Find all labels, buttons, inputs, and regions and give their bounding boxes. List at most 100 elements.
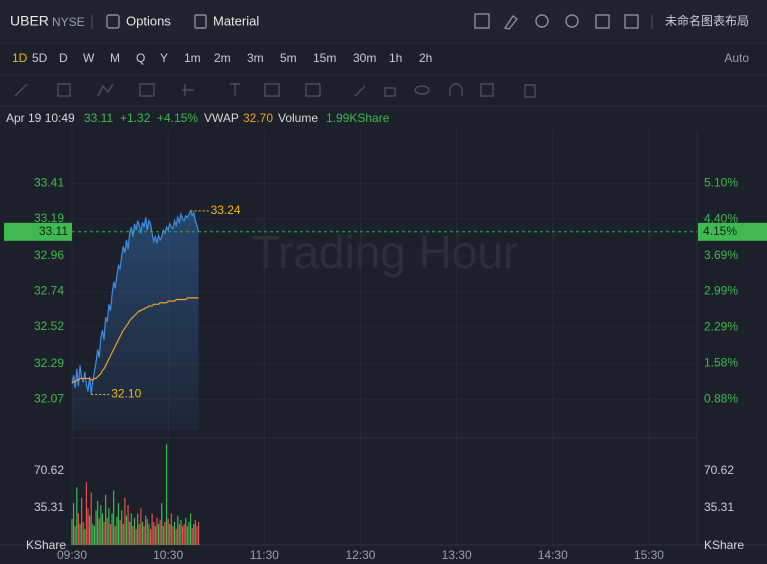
volume-bar [111,513,113,545]
period-button[interactable]: Q [136,51,145,65]
volume-bar [117,503,120,545]
tool[interactable] [97,83,114,97]
tool[interactable] [139,83,155,97]
icon[interactable] [474,13,490,29]
x-tick-label: 12:30 [345,548,375,562]
volume-bar [172,526,174,545]
volume-bar [178,524,180,545]
high-label: 33.24 [211,203,241,217]
y-tick-label: 32.07 [34,392,64,406]
period-button[interactable]: 2m [214,51,231,65]
icon[interactable] [624,14,639,29]
period-button[interactable]: W [83,51,95,65]
volume-bar [138,524,140,545]
volume-bar [189,513,192,545]
layout-name[interactable]: 未命名图表布局 [665,13,749,28]
volume-bar [121,510,123,545]
options-button[interactable]: Options [126,13,171,28]
volume-bar [119,519,121,545]
period-button[interactable]: M [110,51,120,65]
icon[interactable] [595,14,610,29]
last-price-label: 33.11 [39,224,68,238]
period-button[interactable]: Y [160,51,168,65]
volume-tick-label: 35.31 [704,500,734,514]
info-change: +1.32 [120,111,151,125]
volume-bar [130,513,132,545]
header-icons[interactable] [474,13,639,30]
period-button[interactable]: 15m [313,51,336,65]
tool[interactable] [264,83,280,97]
info-price: 33.11 [84,111,113,125]
volume-bar [93,526,96,545]
period-button[interactable]: 1h [389,51,402,65]
volume-bar [181,526,184,545]
volume-bar [82,521,84,545]
tool[interactable] [354,85,366,97]
volume-bar [169,524,171,545]
volume-bar [194,519,196,545]
volume-bar [98,518,100,545]
tool[interactable] [305,83,321,97]
volume-bar [156,517,158,545]
watermark: Trading Hour [252,226,519,278]
volume-bar [103,521,105,545]
volume-bar [114,526,116,545]
volume-bar [140,508,142,545]
volume-bar [143,526,145,545]
tool[interactable] [414,85,430,95]
volume-bar [116,516,118,545]
icon[interactable] [565,14,579,28]
period-button[interactable]: D [59,51,68,65]
volume-bar [167,518,169,545]
tool[interactable] [57,83,71,97]
period-button[interactable]: 1D [12,51,28,65]
volume-bar [146,518,148,545]
symbol[interactable]: UBER [10,13,49,29]
icon[interactable] [535,14,549,28]
volume-bar [90,492,92,545]
period-button[interactable]: 30m [353,51,376,65]
period-button[interactable]: 5D [32,51,48,65]
y-tick-label: 32.96 [34,248,64,262]
period-button[interactable]: 2h [419,51,432,65]
volume-bar [164,521,166,545]
volume-bar [124,497,126,545]
tool[interactable] [524,84,536,98]
price-area [72,210,199,430]
scale-mode[interactable]: Auto [724,51,749,65]
tool[interactable] [480,83,494,97]
tool[interactable] [449,83,463,96]
tool[interactable] [182,84,194,96]
volume-bar [89,515,91,545]
y2-tick-label: 3.69% [704,248,738,262]
vwap-line [71,297,199,384]
last-price-badge [4,222,72,241]
tool[interactable] [384,87,396,97]
x-tick-label: 13:30 [442,548,472,562]
tool[interactable] [230,83,240,96]
volume-bar [153,521,155,545]
volume-bar [106,517,108,545]
volume-bar [193,524,195,545]
period-button[interactable]: 3m [247,51,264,65]
volume-bar [113,490,115,545]
period-button[interactable]: 5m [280,51,297,65]
period-button[interactable]: 1m [184,51,201,65]
volume-tick-label: 35.31 [34,500,64,514]
drawing-toolbar[interactable] [14,83,536,98]
low-label: 32.10 [111,387,141,401]
x-tick-label: 09:30 [57,548,87,562]
material-button[interactable]: Material [213,13,259,28]
y-tick-label: 32.29 [34,356,64,370]
volume-bar [149,529,152,545]
y2-tick-label: 4.40% [704,211,738,225]
tool[interactable] [14,83,28,97]
icon[interactable] [503,14,518,30]
material-icon [194,14,207,29]
volume-bar [74,526,76,545]
volume-bar [133,517,136,545]
x-tick-label: 14:30 [538,548,568,562]
